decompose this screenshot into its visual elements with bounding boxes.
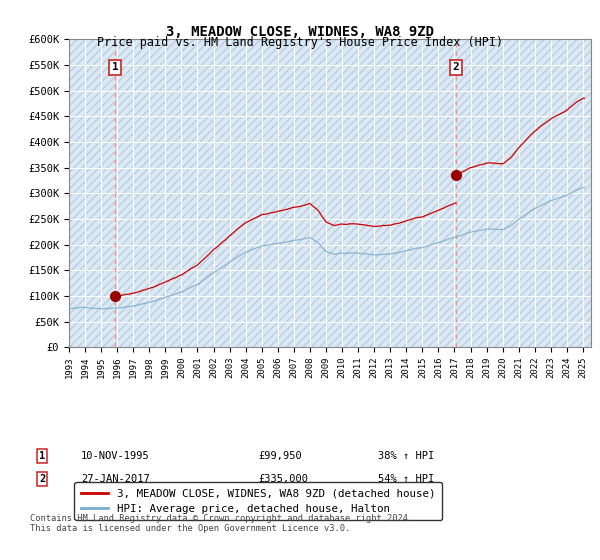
Text: 38% ↑ HPI: 38% ↑ HPI (378, 451, 434, 461)
Text: 2: 2 (452, 62, 459, 72)
Text: 54% ↑ HPI: 54% ↑ HPI (378, 474, 434, 484)
Text: 2: 2 (39, 474, 45, 484)
Text: £99,950: £99,950 (258, 451, 302, 461)
Text: 27-JAN-2017: 27-JAN-2017 (81, 474, 150, 484)
Text: 1: 1 (112, 62, 119, 72)
Text: 1: 1 (39, 451, 45, 461)
Text: 10-NOV-1995: 10-NOV-1995 (81, 451, 150, 461)
Text: £335,000: £335,000 (258, 474, 308, 484)
Text: 3, MEADOW CLOSE, WIDNES, WA8 9ZD: 3, MEADOW CLOSE, WIDNES, WA8 9ZD (166, 25, 434, 39)
Text: Price paid vs. HM Land Registry's House Price Index (HPI): Price paid vs. HM Land Registry's House … (97, 36, 503, 49)
Legend: 3, MEADOW CLOSE, WIDNES, WA8 9ZD (detached house), HPI: Average price, detached : 3, MEADOW CLOSE, WIDNES, WA8 9ZD (detach… (74, 482, 442, 520)
Text: Contains HM Land Registry data © Crown copyright and database right 2024.
This d: Contains HM Land Registry data © Crown c… (30, 514, 413, 533)
